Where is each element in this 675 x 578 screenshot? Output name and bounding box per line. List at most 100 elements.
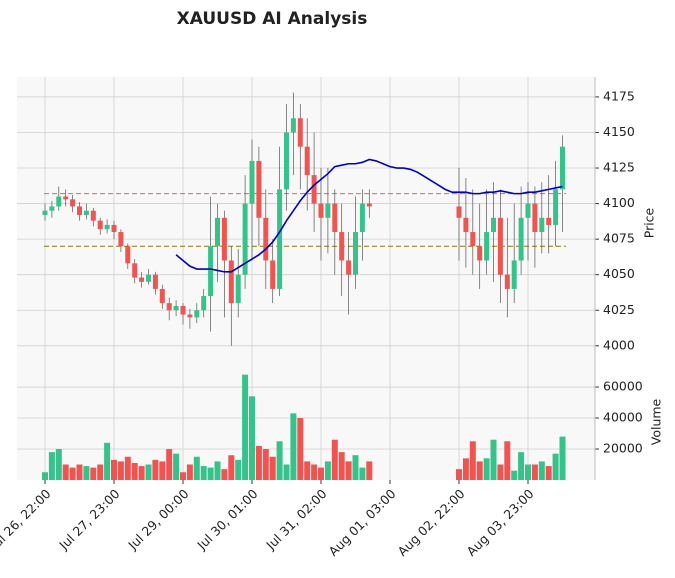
y2-tick-label: 40000 — [603, 410, 643, 425]
volume-bar — [228, 455, 235, 480]
volume-bar — [55, 449, 62, 480]
candle-body — [56, 196, 62, 207]
volume-bar — [173, 453, 180, 480]
x-tick-label: Aug 02, 22:00 — [395, 486, 468, 559]
candle-body — [70, 199, 76, 207]
volume-bar — [124, 456, 131, 480]
volume-bar — [269, 456, 276, 480]
y2-tick-label: 20000 — [603, 441, 643, 456]
volume-bar — [221, 469, 228, 480]
volume-bar — [131, 462, 138, 480]
candle-body — [525, 203, 531, 218]
candle-body — [104, 224, 110, 230]
candle-body — [49, 206, 55, 211]
candle-body — [532, 203, 538, 233]
candle-body — [166, 303, 172, 311]
volume-bar — [255, 445, 262, 480]
candle-body — [118, 232, 124, 247]
volume-bar — [42, 472, 48, 480]
candle-body — [180, 305, 186, 315]
candle-body — [359, 203, 365, 233]
moving-average-line — [175, 158, 563, 273]
candle-body — [284, 132, 289, 190]
candle-body — [539, 217, 545, 233]
volume-bar — [262, 449, 269, 480]
candle-body — [504, 274, 510, 289]
candle-body — [242, 203, 248, 275]
x-tick-label: Aug 03, 23:00 — [464, 486, 537, 559]
volume-bar — [311, 464, 318, 480]
candle-body — [146, 274, 151, 282]
volume-bar — [207, 467, 214, 480]
candle-body — [560, 146, 565, 190]
candle-body — [470, 232, 476, 247]
candle-body — [90, 210, 96, 221]
volume-bar — [180, 472, 186, 480]
candle-body — [332, 203, 338, 233]
x-tick-label: Jul 30, 01:00 — [193, 486, 260, 553]
candle-body — [201, 296, 207, 311]
candle-body — [270, 260, 276, 289]
volume-bar — [497, 464, 504, 480]
candle-body — [277, 189, 283, 289]
candle-body — [518, 217, 524, 261]
volume-bar — [104, 442, 111, 480]
volume-bar — [518, 452, 525, 480]
volume-bar — [318, 467, 324, 480]
volume-bar — [186, 464, 193, 480]
candle-body — [194, 310, 200, 318]
candle-body — [297, 118, 303, 147]
volume-bar — [62, 464, 69, 480]
y-axis-label: Price — [642, 207, 657, 238]
candle-body — [139, 277, 145, 282]
volume-bar — [525, 464, 531, 480]
candle-body — [83, 210, 89, 215]
x-tick-label: Jul 29, 00:00 — [124, 486, 191, 553]
candle-body — [77, 206, 82, 215]
volume-bar — [352, 455, 359, 480]
volume-bar — [531, 464, 538, 480]
candle-body — [235, 274, 241, 304]
volume-bar — [552, 453, 559, 480]
candle-body — [456, 206, 462, 218]
candle-body — [187, 314, 193, 318]
candle-body — [42, 210, 48, 215]
volume-bar — [511, 470, 518, 480]
volume-bar — [90, 467, 97, 480]
x-tick-label: Jul 26, 22:00 — [0, 486, 54, 553]
y-tick-label: 4100 — [603, 195, 635, 210]
candle-body — [208, 246, 214, 297]
y-tick-label: 4050 — [603, 266, 635, 281]
volume-bar — [249, 396, 255, 480]
volume-bar — [69, 467, 76, 480]
volume-bar — [297, 418, 304, 480]
volume-bar — [462, 458, 469, 480]
volume-bar — [242, 374, 249, 480]
volume-bar — [359, 467, 366, 480]
volume-bar — [200, 466, 207, 480]
volume-bar — [276, 441, 283, 480]
x-tick-label: Jul 27, 23:00 — [55, 486, 122, 553]
volume-bar — [97, 464, 104, 480]
volume-bar — [366, 461, 373, 480]
candle-body — [346, 260, 352, 275]
volume-bar — [290, 413, 297, 480]
volume-bar — [117, 461, 124, 480]
candle-body — [311, 175, 317, 204]
candle-body — [249, 160, 255, 204]
volume-bar — [476, 461, 483, 480]
volume-bar — [338, 452, 345, 480]
price-panel — [17, 77, 595, 370]
volume-bar — [469, 441, 476, 480]
candle-body — [511, 260, 517, 289]
y2-axis-label: Volume — [649, 398, 664, 445]
y-tick-label: 4175 — [603, 88, 635, 103]
candle-body — [463, 217, 469, 233]
candle-body — [125, 246, 131, 264]
candle-body — [159, 288, 165, 304]
candle-body — [97, 220, 103, 230]
volume-bar — [559, 436, 566, 480]
volume-bar — [283, 464, 290, 480]
candle-body — [221, 217, 227, 261]
